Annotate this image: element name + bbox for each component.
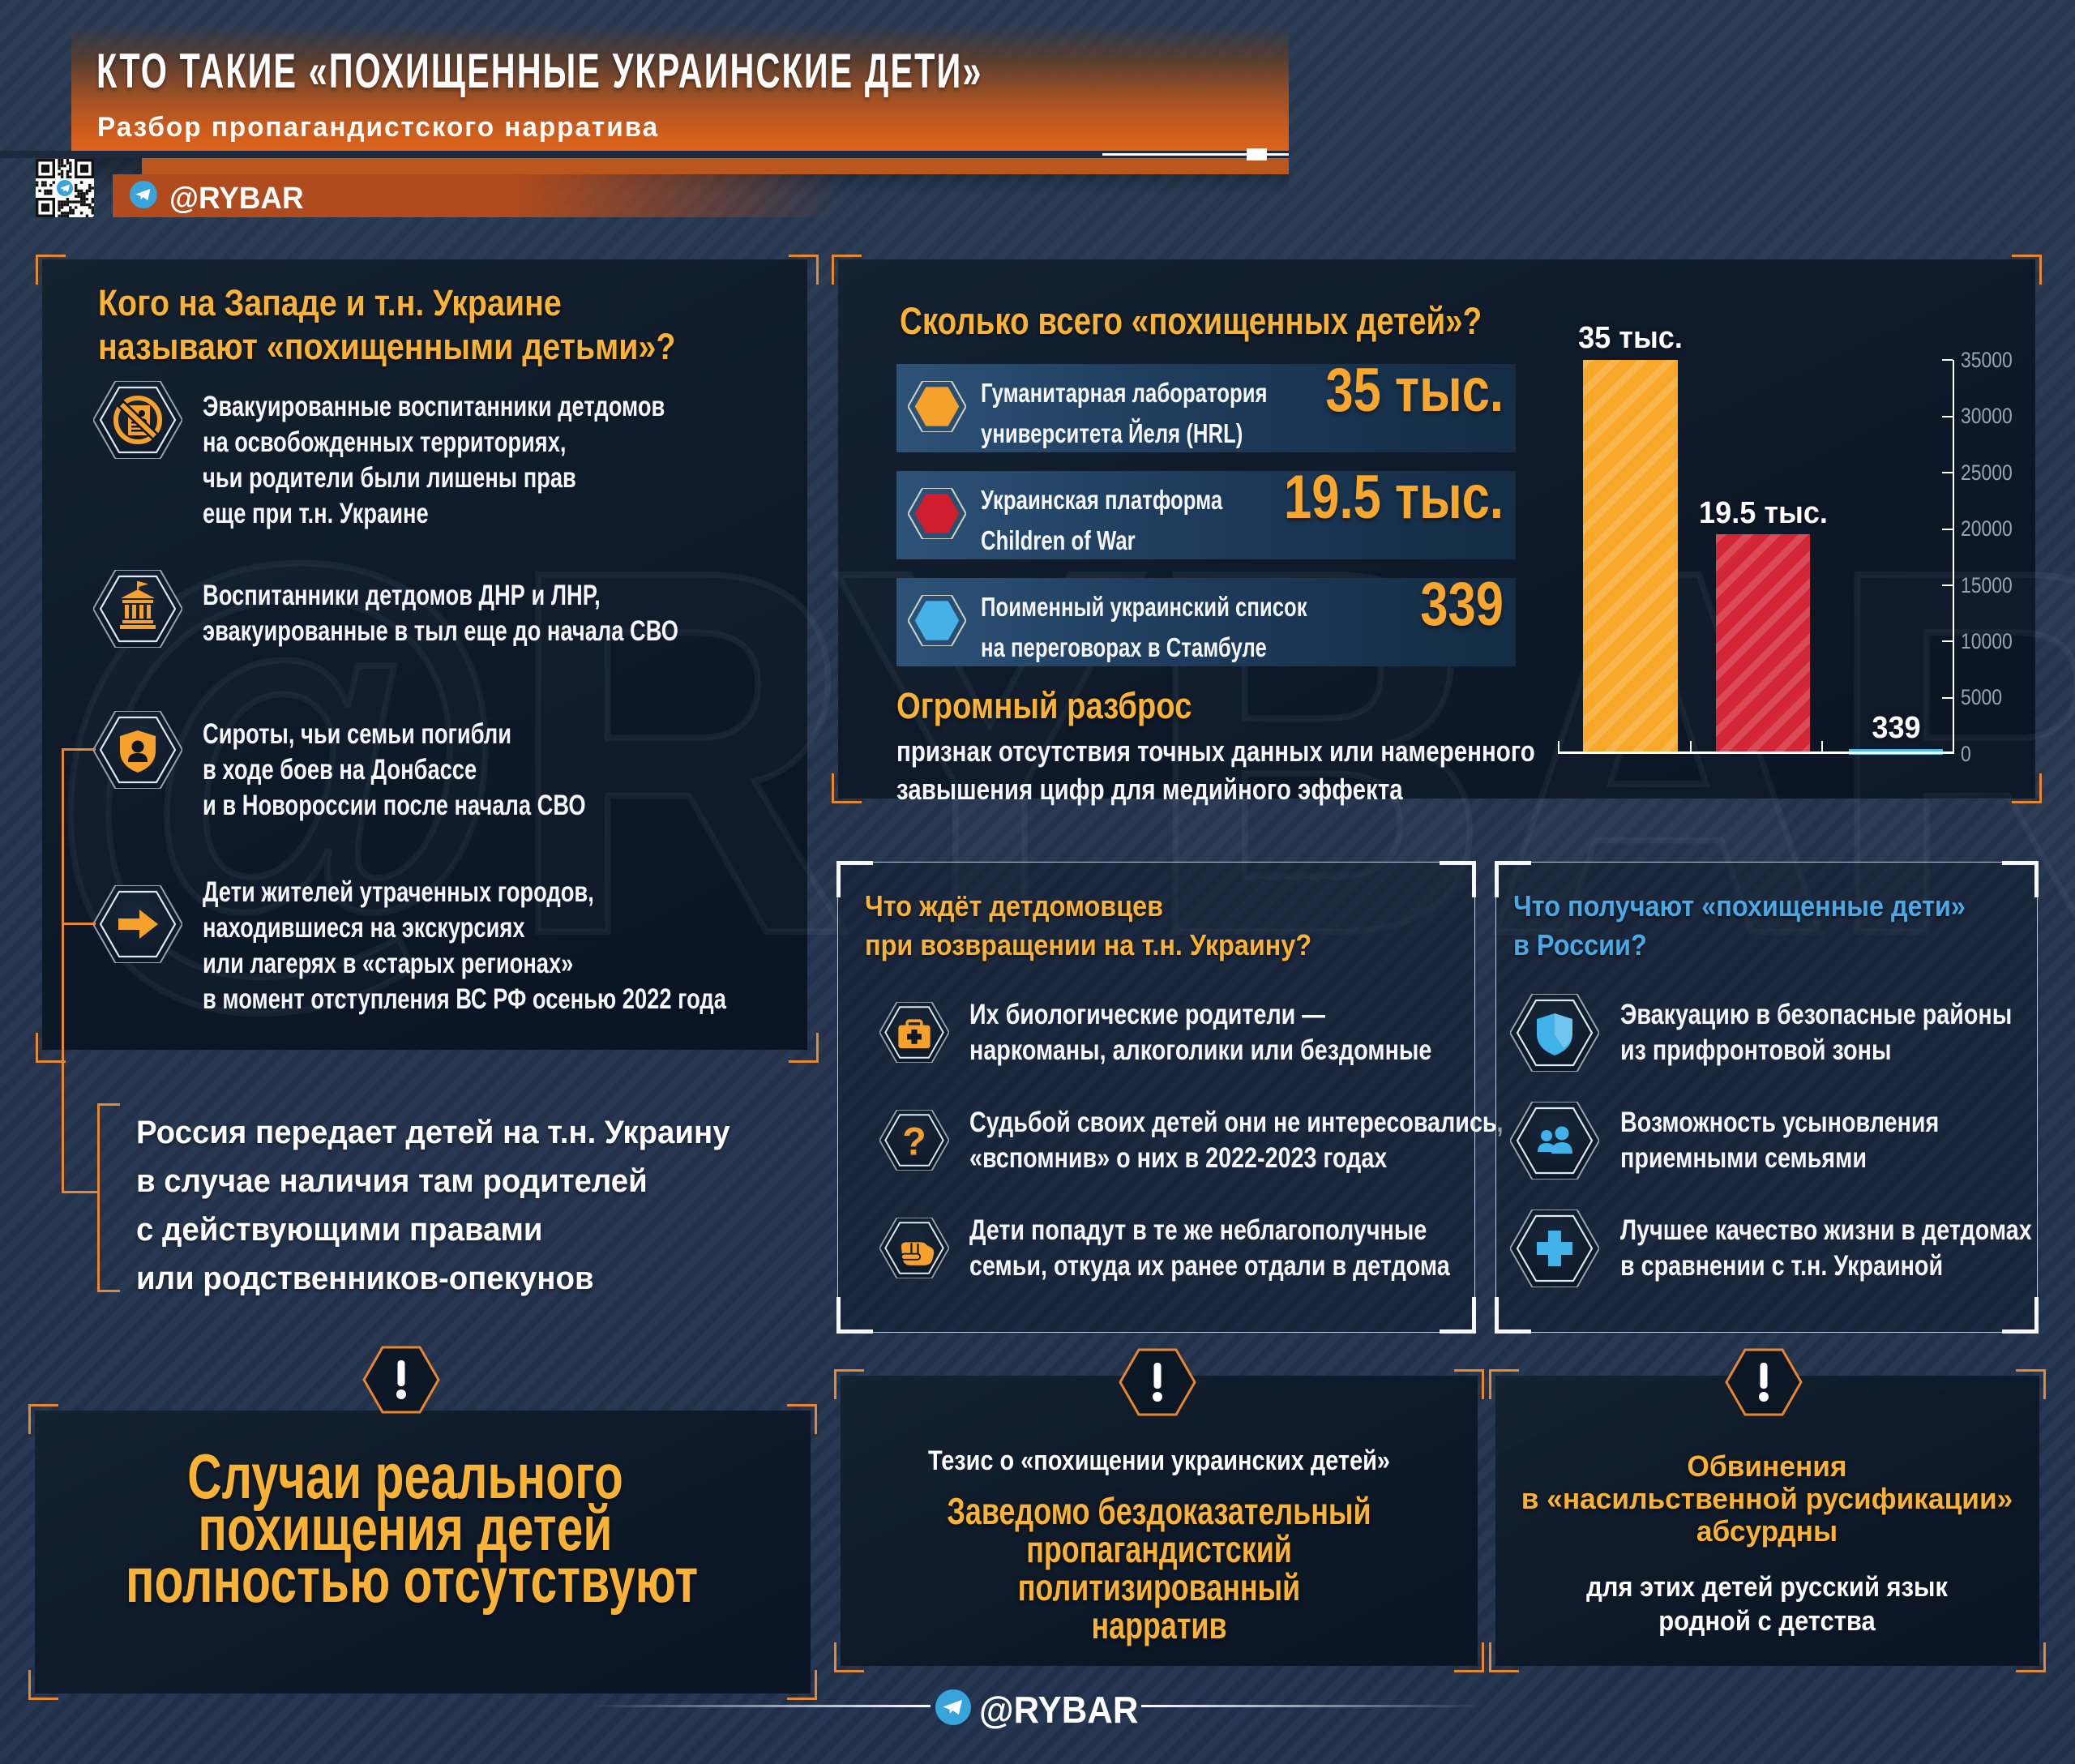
svg-text:?: ? [902,1120,926,1163]
